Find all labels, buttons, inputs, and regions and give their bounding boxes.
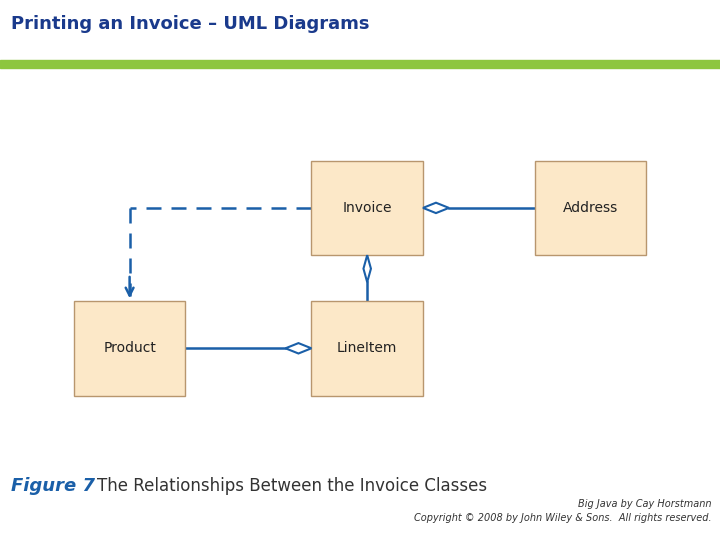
Text: Big Java by Cay Horstmann
Copyright © 2008 by John Wiley & Sons.  All rights res: Big Java by Cay Horstmann Copyright © 20… <box>414 499 711 523</box>
FancyBboxPatch shape <box>73 301 186 395</box>
FancyBboxPatch shape <box>534 161 647 255</box>
Text: The Relationships Between the Invoice Classes: The Relationships Between the Invoice Cl… <box>97 477 487 495</box>
Text: Figure 7: Figure 7 <box>11 477 95 495</box>
Text: Printing an Invoice – UML Diagrams: Printing an Invoice – UML Diagrams <box>11 15 369 33</box>
FancyBboxPatch shape <box>311 161 423 255</box>
Text: Invoice: Invoice <box>343 201 392 215</box>
Text: LineItem: LineItem <box>337 341 397 355</box>
Text: Product: Product <box>103 341 156 355</box>
FancyBboxPatch shape <box>311 301 423 395</box>
Bar <box>0 0 720 65</box>
Text: Address: Address <box>563 201 618 215</box>
Bar <box>0 60 720 68</box>
